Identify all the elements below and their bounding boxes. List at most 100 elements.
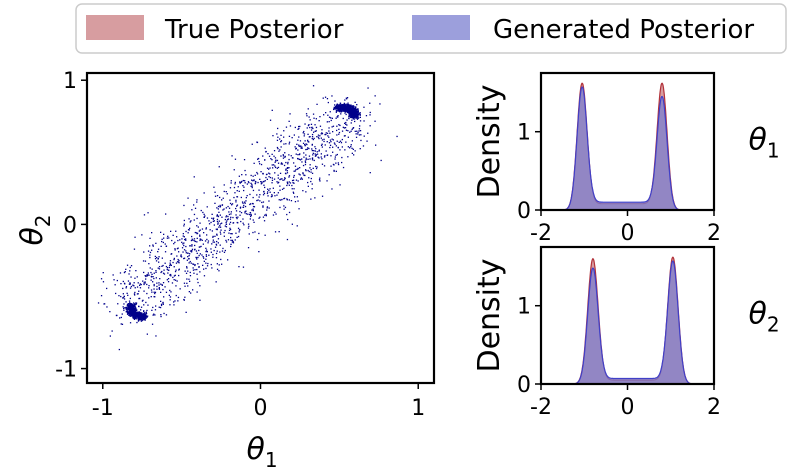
scatter-point [268, 189, 270, 191]
scatter-point [321, 143, 323, 145]
scatter-point [270, 158, 272, 160]
scatter-point [357, 133, 359, 135]
scatter-point [257, 199, 259, 201]
scatter-point [291, 137, 293, 139]
scatter-point [328, 116, 331, 118]
scatter-point [321, 163, 324, 165]
scatter-point [217, 208, 219, 210]
scatter-point [186, 267, 188, 269]
scatter-point [279, 185, 281, 187]
scatter-point [176, 236, 178, 238]
scatter-point [325, 133, 327, 136]
scatter-point [291, 179, 294, 182]
scatter-point [187, 256, 189, 258]
scatter-point [318, 120, 320, 122]
scatter-point [262, 181, 265, 183]
scatter-point [251, 143, 253, 145]
scatter-point [154, 255, 156, 258]
scatter-point [274, 172, 276, 174]
scatter-point [350, 144, 352, 146]
scatter-point [144, 275, 146, 277]
scatter-point [264, 214, 266, 216]
scatter-point [218, 264, 220, 266]
scatter-point [282, 179, 284, 181]
scatter-point [145, 312, 148, 315]
scatter-point [219, 206, 221, 208]
scatter-point [130, 305, 132, 308]
scatter-point [321, 133, 324, 135]
scatter-point [174, 279, 177, 281]
scatter-point [337, 163, 340, 166]
scatter-point [147, 212, 149, 214]
scatter-point [170, 275, 172, 277]
scatter-point [339, 102, 341, 104]
scatter-point [351, 147, 353, 149]
scatter-point [139, 284, 141, 286]
scatter-point [347, 109, 349, 111]
scatter-point [250, 185, 252, 187]
scatter-point [346, 119, 348, 121]
scatter-point [327, 135, 329, 137]
scatter-point [187, 229, 190, 231]
scatter-point [182, 233, 184, 235]
scatter-point [123, 298, 126, 300]
scatter-point [117, 303, 119, 305]
scatter-point [219, 196, 221, 199]
scatter-point [231, 203, 234, 205]
scatter-point [352, 114, 354, 116]
scatter-point [307, 158, 309, 160]
scatter-point [174, 274, 176, 276]
scatter-point [325, 150, 327, 152]
scatter-point [132, 316, 134, 318]
scatter-point [352, 127, 355, 129]
scatter-point [176, 248, 179, 250]
scatter-point [173, 266, 175, 268]
scatter-point [131, 310, 133, 312]
scatter-point [343, 109, 345, 111]
scatter-point [362, 145, 365, 147]
scatter-point [284, 206, 287, 209]
scatter-point [214, 191, 216, 193]
scatter-point [182, 251, 184, 253]
scatter-point [274, 165, 276, 167]
scatter-point [306, 115, 308, 117]
scatter-point [337, 146, 339, 149]
scatter-point [133, 282, 135, 284]
scatter-point [311, 127, 313, 129]
scatter-point [153, 277, 155, 280]
scatter-point [127, 294, 129, 296]
scatter-point [242, 202, 244, 204]
scatter-point [356, 115, 358, 117]
scatter-point [135, 303, 137, 306]
scatter-point [304, 123, 306, 125]
scatter-point [143, 317, 146, 319]
scatter-point [238, 266, 240, 268]
scatter-point [204, 215, 206, 217]
scatter-point [214, 235, 216, 237]
scatter-point [199, 235, 201, 237]
scatter-point [143, 214, 146, 216]
scatter-point [100, 295, 103, 297]
scatter-point [305, 170, 307, 172]
scatter-point [168, 237, 170, 239]
scatter-point [261, 181, 263, 183]
scatter-point [219, 204, 221, 207]
scatter-point [152, 276, 154, 278]
scatter-point [267, 195, 269, 197]
scatter-point [157, 257, 159, 260]
scatter-point [180, 255, 182, 257]
scatter-point [374, 120, 376, 122]
scatter-point [316, 151, 318, 153]
scatter-point [164, 286, 166, 288]
scatter-point [144, 282, 146, 284]
scatter-point [205, 262, 207, 264]
scatter-point [346, 104, 349, 106]
marginal-ylabel: Density [472, 258, 507, 372]
scatter-point [320, 153, 322, 155]
scatter-point [184, 285, 186, 287]
scatter-point [128, 308, 131, 310]
scatter-point [205, 258, 207, 260]
marginal-frame [539, 245, 716, 386]
scatter-point [348, 114, 350, 116]
scatter-frame [85, 71, 436, 385]
